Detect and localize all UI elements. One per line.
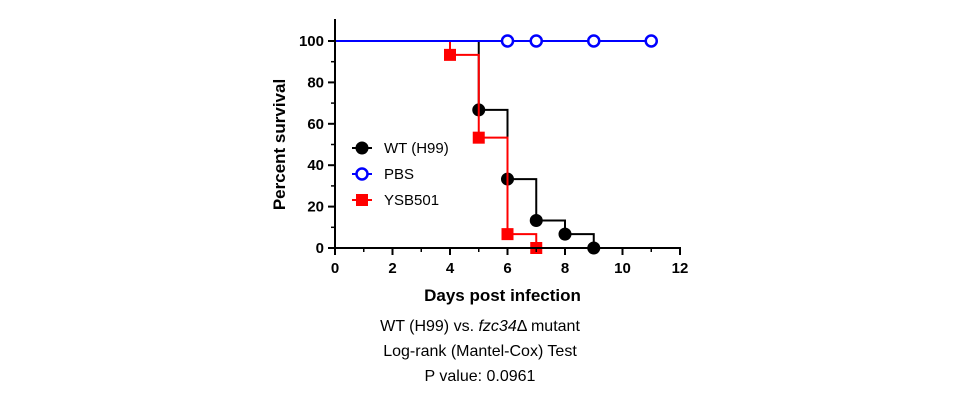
legend-label: YSB501: [384, 192, 439, 209]
legend-label: PBS: [384, 166, 414, 183]
y-tick-label: 60: [307, 116, 324, 133]
legend-entry: PBS: [352, 166, 414, 183]
x-tick-label: 8: [561, 260, 569, 277]
y-tick-label: 40: [307, 157, 324, 174]
x-tick-label: 0: [331, 260, 339, 277]
legend-marker: [355, 141, 369, 155]
series-pbs: [335, 34, 658, 48]
legend-label: WT (H99): [384, 140, 449, 157]
y-tick-label: 80: [307, 74, 324, 91]
x-tick-label: 4: [446, 260, 455, 277]
caption-comparison-prefix: WT (H99) vs.: [380, 318, 479, 335]
data-point: [529, 34, 543, 48]
legend-entry: YSB501: [352, 192, 439, 209]
legend: WT (H99) PBS YSB501: [352, 140, 449, 209]
x-tick-label: 10: [614, 260, 631, 277]
caption-comparison-suffix: Δ mutant: [516, 318, 580, 335]
x-tick-label: 12: [672, 260, 689, 277]
legend-marker: [355, 167, 369, 181]
data-point: [501, 228, 514, 241]
caption-test-name: Log-rank (Mantel-Cox) Test: [383, 343, 577, 360]
y-tick-label: 0: [316, 240, 324, 257]
series-wt-h99: [335, 40, 601, 255]
data-point: [558, 227, 572, 241]
axes: 0 2 4 6 8 10 12 0 20 40 60 80 100: [299, 19, 688, 277]
series-ysb501: [335, 40, 543, 254]
legend-entry: WT (H99): [352, 140, 449, 157]
data-point: [644, 34, 658, 48]
caption-gene-name: fzc34: [478, 318, 517, 335]
y-tick-label: 20: [307, 199, 324, 216]
x-tick-label: 6: [503, 260, 511, 277]
x-axis-label: Days post infection: [424, 286, 581, 305]
data-point: [444, 48, 456, 61]
caption-p-value: P value: 0.0961: [424, 368, 536, 385]
survival-step-line: [335, 40, 595, 248]
data-point: [500, 34, 515, 48]
data-point: [472, 131, 485, 144]
legend-marker: [356, 194, 368, 206]
y-tick-label: 100: [299, 33, 324, 50]
data-point: [529, 213, 543, 227]
y-axis-label: Percent survival: [270, 79, 289, 210]
data-point: [587, 34, 601, 48]
caption-line-1: WT (H99) vs. fzc34Δ mutant: [0, 318, 960, 336]
plot-area: [335, 34, 658, 255]
x-tick-label: 2: [388, 260, 396, 277]
